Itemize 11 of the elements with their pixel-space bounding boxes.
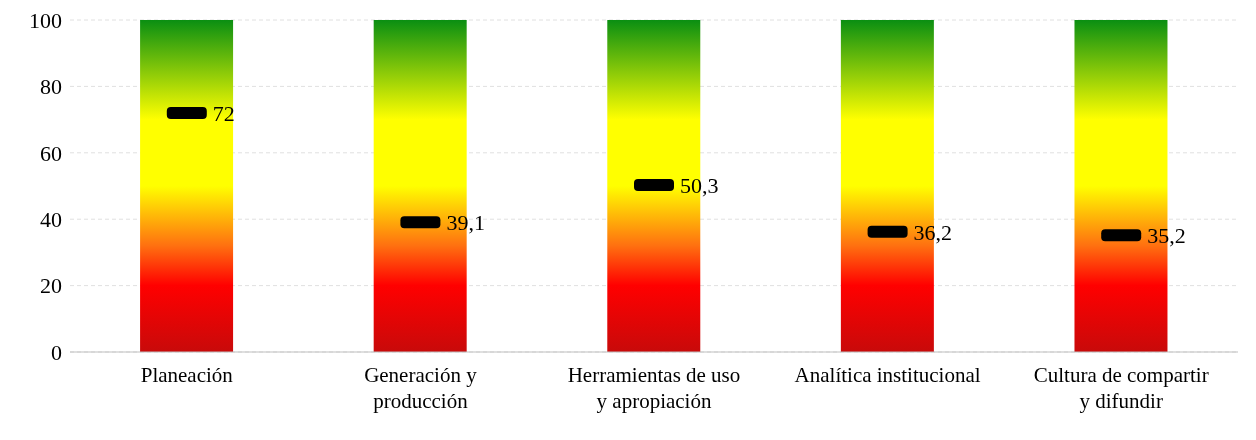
y-tick-label: 40 [40, 207, 62, 233]
y-tick-label: 80 [40, 74, 62, 100]
x-tick-label: Planeación [140, 363, 234, 387]
x-tick-label: Cultura de compartir y difundir [1033, 363, 1209, 413]
x-tick-label: Generación y producción [364, 363, 478, 413]
y-tick-label: 0 [51, 339, 62, 365]
x-tick-label: Herramientas de uso y apropiación [567, 363, 741, 413]
y-tick-label: 100 [29, 7, 62, 33]
y-tick-label: 20 [40, 273, 62, 299]
y-tick-label: 60 [40, 140, 62, 166]
x-tick-label: Analítica institucional [794, 363, 981, 387]
